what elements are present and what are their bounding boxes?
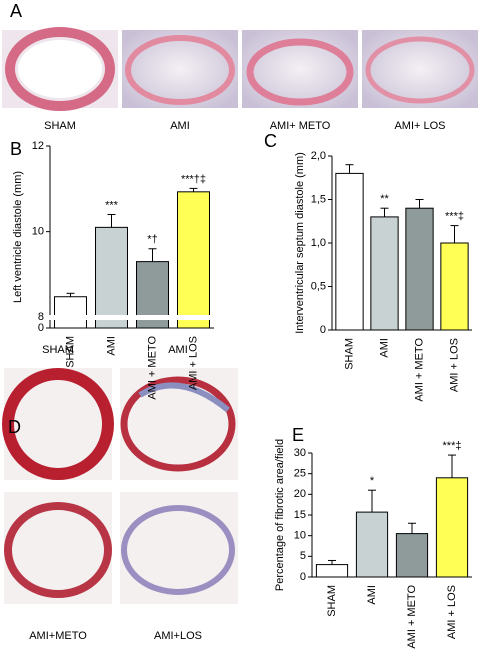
x-tick-label: AMI + METO <box>406 585 418 649</box>
image-label: SHAM <box>44 120 76 132</box>
bar <box>335 172 364 331</box>
histology-bottom <box>2 368 238 604</box>
bar <box>95 226 128 329</box>
image-label: AMI+METO <box>29 630 87 642</box>
bar <box>435 477 469 578</box>
x-tick-label: AMI + LOS <box>448 338 460 392</box>
annotation: ***†‡ <box>181 173 206 185</box>
x-tick-label: AMI + LOS <box>446 585 458 639</box>
axis-break <box>44 315 214 320</box>
image-label: AMI <box>170 120 190 132</box>
bar <box>370 216 399 331</box>
x-tick-label: AMI <box>366 585 378 605</box>
image-label: AMI <box>168 344 188 356</box>
annotation: *† <box>147 234 157 246</box>
x-tick-label: AMI <box>105 336 117 356</box>
histology-top <box>2 27 478 111</box>
y-tick-label: 5 <box>300 550 306 562</box>
y-tick-label: 2,0 <box>311 150 326 162</box>
y-axis-label: Percentage of fibrotic area/field <box>274 439 286 591</box>
bar <box>315 564 349 578</box>
x-tick-label: AMI + METO <box>413 338 425 402</box>
bar <box>177 191 210 329</box>
y-axis-label: Interventricular septum diastole (mm) <box>294 152 306 334</box>
y-tick-label: 8 <box>38 311 44 323</box>
annotation: ***‡ <box>445 211 464 223</box>
y-axis-label: Left ventricle diastole (mm) <box>12 171 24 303</box>
bar <box>405 207 434 331</box>
y-tick-label: 0 <box>300 571 306 583</box>
y-tick-label: 0 <box>320 324 326 336</box>
x-tick-label: AMI + LOS <box>187 336 199 390</box>
panel-label: C <box>264 131 277 151</box>
x-tick-label: AMI + METO <box>146 336 158 400</box>
annotation: ** <box>380 193 389 205</box>
y-tick-label: 10 <box>294 530 306 542</box>
x-tick-label: SHAM <box>343 338 355 370</box>
panel-label: B <box>10 139 22 159</box>
y-tick-label: 0 <box>38 322 44 334</box>
y-tick-label: 0,5 <box>311 280 326 292</box>
y-tick-label: 20 <box>294 488 306 500</box>
bar <box>440 242 469 331</box>
x-tick-label: AMI <box>378 338 390 358</box>
y-tick-label: 30 <box>294 447 306 459</box>
y-tick-label: 10 <box>32 226 44 238</box>
annotation: ***‡ <box>443 440 462 452</box>
y-tick-label: 12 <box>32 140 44 152</box>
x-tick-label: SHAM <box>326 585 338 617</box>
y-tick-label: 25 <box>294 468 306 480</box>
image-label: SHAM <box>42 344 74 356</box>
x-tick-label: SHAM <box>64 336 76 368</box>
bar <box>54 296 87 329</box>
panel-label: D <box>8 417 21 437</box>
image-label: AMI+ METO <box>270 120 331 132</box>
bar <box>355 511 389 578</box>
bar <box>395 533 429 578</box>
image-label: AMI+LOS <box>154 630 202 642</box>
panel-label: A <box>10 1 22 21</box>
annotation: *** <box>105 199 119 211</box>
y-tick-label: 15 <box>294 509 306 521</box>
image-label: AMI+ LOS <box>394 120 445 132</box>
y-tick-label: 1,0 <box>311 237 326 249</box>
annotation: * <box>370 475 375 487</box>
y-tick-label: 1,5 <box>311 193 326 205</box>
panel-label: E <box>292 425 304 445</box>
